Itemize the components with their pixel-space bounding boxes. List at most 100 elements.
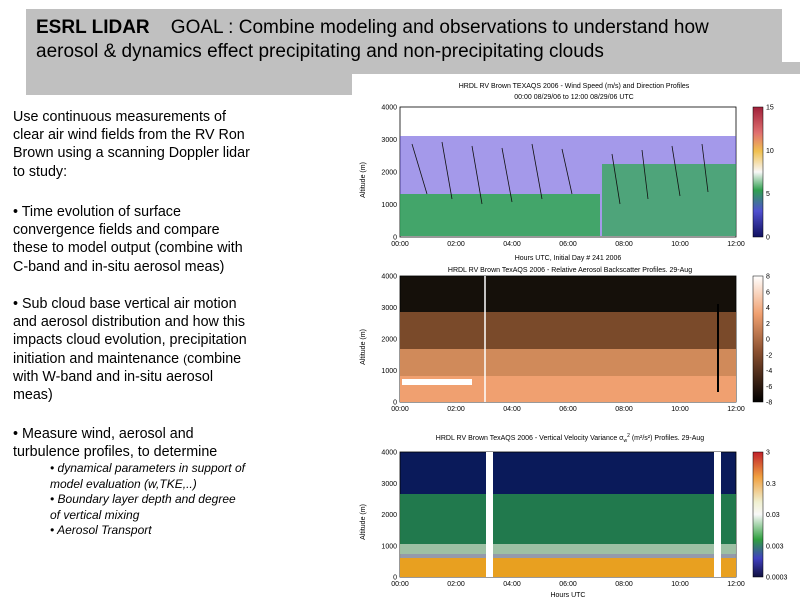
text-line: these to model output (combine with bbox=[13, 240, 243, 257]
y-tick-label: 0 bbox=[393, 235, 397, 242]
x-tick-label: 10:00 bbox=[671, 241, 689, 248]
list-item: • Aerosol Transport bbox=[50, 523, 152, 537]
colorbar-tick-label: 8 bbox=[766, 274, 770, 281]
y-tick-label: 4000 bbox=[381, 105, 397, 112]
panel-title: HRDL RV Brown TexAQS 2006 - Vertical Vel… bbox=[436, 433, 705, 444]
x-tick-label: 08:00 bbox=[615, 581, 633, 588]
text-line: C-band and in-situ aerosol meas) bbox=[13, 258, 225, 275]
panel-title: HRDL RV Brown TEXAQS 2006 - Wind Speed (… bbox=[459, 83, 690, 90]
colorbar-tick-label: 0.03 bbox=[766, 512, 780, 519]
list-item: • Boundary layer depth and degree bbox=[50, 492, 236, 506]
data-gap bbox=[714, 452, 721, 577]
y-tick-label: 2000 bbox=[381, 337, 397, 344]
text-line: clear air wind fields from the RV Ron bbox=[13, 127, 245, 144]
text-line: with W-band and in-situ aerosol bbox=[13, 368, 213, 385]
wind-field-green bbox=[602, 164, 736, 236]
y-axis-label: Altitude (m) bbox=[360, 504, 367, 540]
x-tick-label: 08:00 bbox=[615, 406, 633, 413]
heading: ESRL LIDAR bbox=[36, 17, 150, 38]
colorbar-tick-label: 15 bbox=[766, 105, 774, 112]
text-line: Brown using a scanning Doppler lidar bbox=[13, 145, 250, 162]
text-line: meas) bbox=[13, 387, 53, 404]
x-tick-label: 06:00 bbox=[559, 581, 577, 588]
goal-line-2: aerosol & dynamics effect precipitating … bbox=[36, 41, 604, 62]
x-tick-label: 12:00 bbox=[727, 581, 745, 588]
slide-header-edge bbox=[782, 62, 800, 76]
x-tick-label: 08:00 bbox=[615, 241, 633, 248]
colorbar-tick-label: -6 bbox=[766, 384, 772, 391]
text-line: Use continuous measurements of bbox=[13, 109, 226, 125]
x-tick-label: 10:00 bbox=[671, 406, 689, 413]
variance-surface-layer bbox=[400, 558, 736, 577]
bullet-vertical-motion: • Sub cloud base vertical air motion and… bbox=[13, 295, 275, 404]
x-tick-label: 00:00 bbox=[391, 406, 409, 413]
y-tick-label: 4000 bbox=[381, 450, 397, 457]
aerosol-panel: HRDL RV Brown TexAQS 2006 - Relative Aer… bbox=[360, 267, 764, 403]
sub-bullet-list: • dynamical parameters in support of mod… bbox=[50, 461, 278, 539]
text-line: • Sub cloud base vertical air motion bbox=[13, 296, 237, 312]
x-axis-label: Hours UTC bbox=[550, 592, 585, 599]
x-tick-label: 04:00 bbox=[503, 581, 521, 588]
x-tick-label: 00:00 bbox=[391, 581, 409, 588]
x-tick-label: 02:00 bbox=[447, 581, 465, 588]
y-tick-label: 0 bbox=[393, 575, 397, 582]
colorbar-tick-label: 3 bbox=[766, 450, 770, 457]
x-tick-label: 04:00 bbox=[503, 406, 521, 413]
text-line: convergence fields and compare bbox=[13, 222, 220, 239]
bullet-surface-convergence: • Time evolution of surface convergence … bbox=[13, 203, 275, 276]
x-tick-label: 06:00 bbox=[559, 241, 577, 248]
text-line: and aerosol distribution and how this bbox=[13, 314, 246, 331]
text-line: initiation and maintenance (combine bbox=[13, 350, 275, 368]
list-item: of vertical mixing bbox=[50, 507, 140, 522]
x-tick-label: 12:00 bbox=[727, 406, 745, 413]
text-line: to study: bbox=[13, 163, 68, 180]
colorbar-tick-label: -2 bbox=[766, 352, 772, 359]
y-axis-label: Altitude (m) bbox=[360, 162, 367, 198]
colorbar-tick-label: 0 bbox=[766, 235, 770, 242]
x-tick-label: 02:00 bbox=[447, 406, 465, 413]
bullet-measure-profiles: • Measure wind, aerosol and turbulence p… bbox=[13, 425, 275, 461]
y-tick-label: 2000 bbox=[381, 512, 397, 519]
colorbar-tick-label: 6 bbox=[766, 289, 770, 296]
list-item: • dynamical parameters in support of bbox=[50, 461, 245, 475]
colorbar-tick-label: 0.0003 bbox=[766, 575, 788, 582]
text-line: impacts cloud evolution, precipitation bbox=[13, 332, 247, 349]
text-fragment: ( bbox=[183, 351, 188, 366]
colorbar-tick-label: 10 bbox=[766, 148, 774, 155]
colorbar-tick-label: 0.3 bbox=[766, 481, 776, 488]
x-tick-label: 06:00 bbox=[559, 406, 577, 413]
x-tick-label: 02:00 bbox=[447, 241, 465, 248]
panel-title: HRDL RV Brown TexAQS 2006 - Relative Aer… bbox=[448, 267, 692, 274]
variance-transition bbox=[400, 544, 736, 558]
y-axis-label: Altitude (m) bbox=[360, 329, 367, 365]
lidar-figure: HRDL RV Brown TEXAQS 2006 - Wind Speed (… bbox=[352, 74, 800, 600]
y-tick-label: 3000 bbox=[381, 481, 397, 488]
text-panel bbox=[0, 95, 278, 600]
text-fragment: initiation and maintenance bbox=[13, 350, 184, 367]
goal-line-1: GOAL : Combine modeling and observations… bbox=[170, 17, 709, 38]
y-tick-label: 3000 bbox=[381, 137, 397, 144]
y-tick-label: 3000 bbox=[381, 305, 397, 312]
wind-field-surface bbox=[400, 194, 600, 236]
colorbar-tick-label: 2 bbox=[766, 321, 770, 328]
text-line: turbulence profiles, to determine bbox=[13, 444, 218, 461]
colorbar-tick-label: 0 bbox=[766, 337, 770, 344]
wind-colorbar bbox=[752, 106, 764, 238]
y-tick-label: 2000 bbox=[381, 170, 397, 177]
slide-title: ESRL LIDAR GOAL : Combine modeling and o… bbox=[26, 9, 782, 64]
wind-barbs bbox=[411, 141, 709, 205]
list-item: model evaluation (w,TKE,..) bbox=[50, 476, 197, 491]
colorbar-tick-label: 0.003 bbox=[766, 543, 784, 550]
intro-paragraph: Use continuous measurements of clear air… bbox=[13, 108, 275, 181]
x-tick-label: 12:00 bbox=[727, 241, 745, 248]
colorbar-tick-label: -8 bbox=[766, 400, 772, 407]
x-axis-label: Hours UTC, Initial Day # 241 2006 bbox=[515, 255, 622, 262]
lidar-panels-svg: HRDL RV Brown TEXAQS 2006 - Wind Speed (… bbox=[360, 83, 788, 599]
text-line: • Measure wind, aerosol and bbox=[13, 426, 194, 442]
colorbar-tick-label: 4 bbox=[766, 305, 770, 312]
colorbar-tick-label: -4 bbox=[766, 368, 772, 375]
variance-colorbar bbox=[752, 451, 764, 578]
x-tick-label: 04:00 bbox=[503, 241, 521, 248]
cloud-signal bbox=[402, 379, 472, 385]
wind-panel: HRDL RV Brown TEXAQS 2006 - Wind Speed (… bbox=[360, 83, 764, 262]
